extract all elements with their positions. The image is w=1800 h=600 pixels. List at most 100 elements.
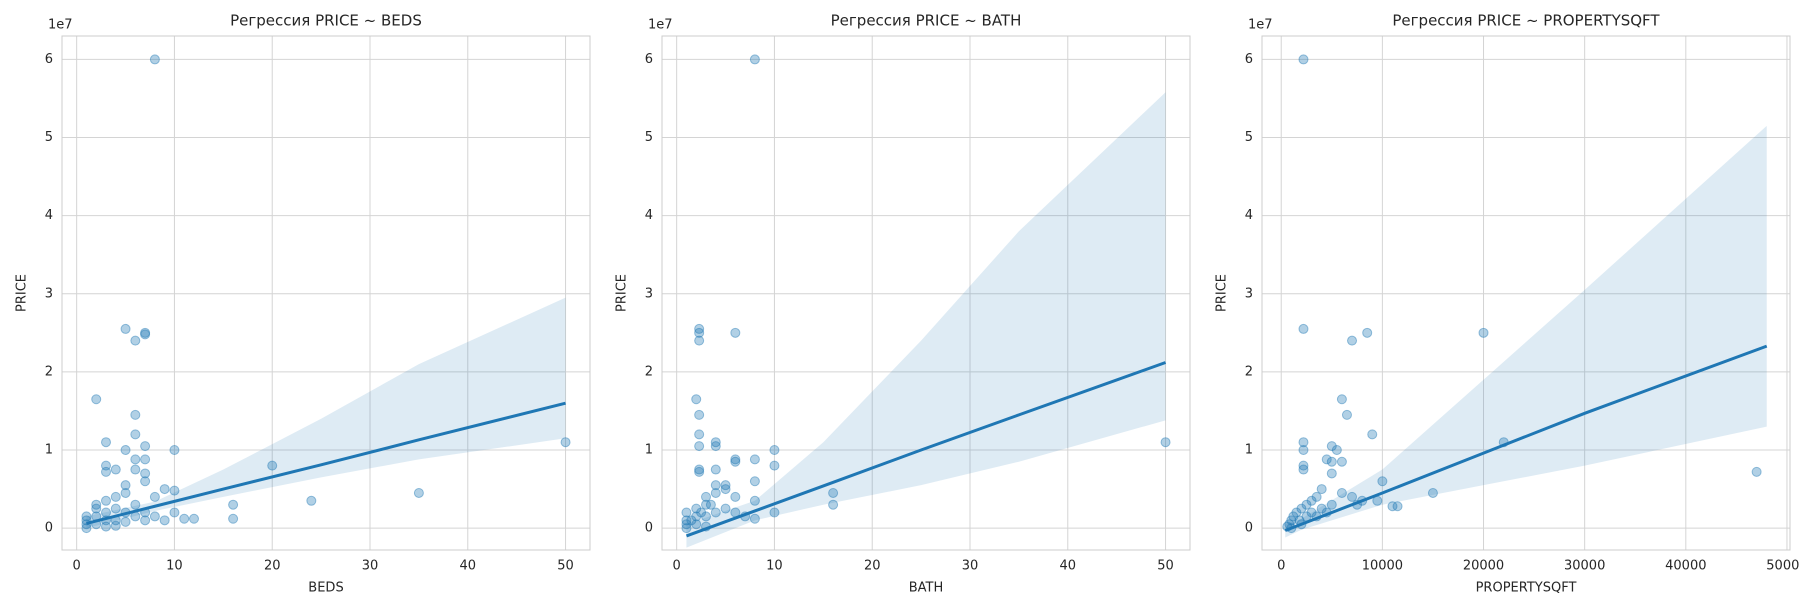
x-tick-label: 50 <box>1157 559 1174 574</box>
y-tick-label: 3 <box>645 286 653 301</box>
data-point <box>691 394 702 405</box>
x-axis-label: BEDS <box>308 581 343 596</box>
data-point <box>1326 468 1337 479</box>
data-point <box>120 445 131 456</box>
y-tick-label: 6 <box>45 52 53 67</box>
data-point <box>694 466 705 477</box>
data-point <box>749 476 760 487</box>
data-point <box>101 460 111 471</box>
data-point <box>720 480 731 491</box>
data-point <box>749 495 760 506</box>
data-point <box>1298 445 1309 456</box>
plot-frame <box>661 35 1191 551</box>
data-point <box>140 329 151 340</box>
y-tick-label: 2 <box>645 364 653 379</box>
data-point <box>749 513 760 524</box>
data-point <box>1306 495 1317 506</box>
data-point <box>1316 484 1327 495</box>
x-tick-label: 0 <box>73 559 81 574</box>
data-point <box>710 441 721 452</box>
x-tick-label: 20 <box>864 559 881 574</box>
data-point <box>140 515 151 526</box>
data-point <box>1347 335 1358 346</box>
data-point <box>110 520 121 531</box>
x-tick-label: 10000 <box>1362 559 1403 574</box>
data-point <box>1392 501 1403 512</box>
data-point <box>769 507 780 518</box>
data-point <box>1298 437 1309 448</box>
data-point <box>694 409 705 420</box>
data-point <box>169 485 180 496</box>
data-point <box>681 523 692 534</box>
data-point <box>694 335 705 346</box>
y-tick-label: 5 <box>1245 130 1253 145</box>
data-point <box>730 491 741 502</box>
data-point <box>694 464 705 475</box>
data-point <box>1301 499 1312 510</box>
data-point <box>710 487 721 498</box>
data-point <box>720 503 731 514</box>
data-point <box>81 523 92 534</box>
data-point <box>179 513 190 524</box>
data-point <box>1367 429 1378 440</box>
data-point <box>710 507 721 518</box>
data-point <box>749 454 760 465</box>
data-point <box>686 515 697 526</box>
y-offset-label: 1e7 <box>648 18 673 33</box>
data-point <box>149 511 160 522</box>
data-point <box>681 519 692 530</box>
data-point <box>101 437 111 448</box>
data-point <box>769 445 780 456</box>
data-point <box>1286 515 1297 526</box>
plot-frame <box>61 35 591 551</box>
data-point <box>730 454 741 465</box>
data-point <box>140 476 151 487</box>
data-point <box>1427 487 1438 498</box>
data-point <box>1316 503 1327 514</box>
data-point <box>91 499 102 510</box>
data-point <box>101 495 111 506</box>
data-point <box>1160 437 1171 448</box>
data-point <box>1298 464 1309 475</box>
data-point <box>1331 445 1342 456</box>
data-point <box>130 464 141 475</box>
data-point <box>140 468 151 479</box>
x-tick-label: 10 <box>766 559 783 574</box>
data-point <box>130 335 141 346</box>
data-point <box>1347 491 1358 502</box>
data-point <box>101 521 111 532</box>
data-point <box>120 480 131 491</box>
y-axis-label: PRICE <box>1215 274 1230 312</box>
data-point <box>1362 327 1373 338</box>
confidence-band <box>1285 125 1767 538</box>
data-point <box>694 429 705 440</box>
data-point <box>1321 454 1332 465</box>
data-point <box>560 437 571 448</box>
regression-line <box>685 361 1167 538</box>
data-point <box>189 513 199 524</box>
data-point <box>120 487 131 498</box>
y-tick-label: 5 <box>45 130 53 145</box>
data-point <box>110 503 121 514</box>
regression-line <box>86 401 566 525</box>
data-point <box>749 54 760 65</box>
y-tick-label: 3 <box>1245 286 1253 301</box>
data-point <box>149 54 160 65</box>
data-point <box>91 394 102 405</box>
data-point <box>769 460 780 471</box>
data-point <box>1326 499 1337 510</box>
y-tick-label: 6 <box>1245 52 1253 67</box>
data-point <box>691 503 702 514</box>
data-point <box>696 507 707 518</box>
y-tick-label: 3 <box>45 286 53 301</box>
data-point <box>1326 441 1337 452</box>
data-point <box>705 499 716 510</box>
data-point <box>306 495 317 506</box>
data-point <box>130 499 141 510</box>
data-point <box>730 327 741 338</box>
x-tick-label: 30 <box>362 559 379 574</box>
confidence-band <box>686 92 1166 548</box>
y-tick-label: 0 <box>1245 521 1253 536</box>
data-point <box>710 480 721 491</box>
